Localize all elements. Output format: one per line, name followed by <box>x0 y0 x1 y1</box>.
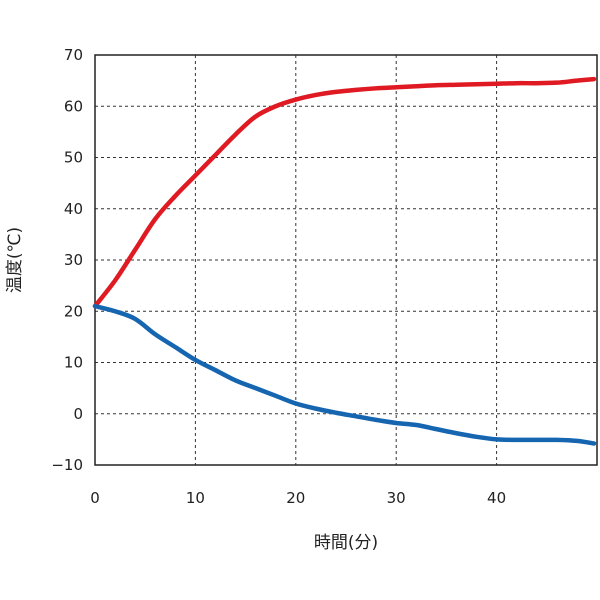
y-tick-label: 10 <box>64 354 83 372</box>
x-tick-label: 30 <box>387 489 406 507</box>
grid <box>95 55 597 465</box>
x-tick-label: 20 <box>286 489 305 507</box>
series-line-blue <box>92 303 597 446</box>
x-axis-ticks: 0 10 20 30 40 <box>90 489 506 507</box>
y-tick-label: 20 <box>64 302 83 320</box>
y-tick-label: 60 <box>64 97 83 115</box>
y-tick-label: 50 <box>64 149 83 167</box>
series-lines <box>92 76 597 446</box>
x-tick-label: 40 <box>487 489 506 507</box>
y-tick-label: 0 <box>73 405 83 423</box>
y-tick-label: 40 <box>64 200 83 218</box>
y-tick-label: 30 <box>64 251 83 269</box>
y-tick-label: 70 <box>64 46 83 64</box>
series-line-red <box>92 76 597 309</box>
y-tick-label: −10 <box>51 456 83 474</box>
x-tick-label: 0 <box>90 489 100 507</box>
y-axis-ticks: −10 0 10 20 30 40 50 60 70 <box>51 46 83 474</box>
y-axis-label: 温度(℃) <box>5 227 25 293</box>
x-axis-label: 時間(分) <box>314 533 378 553</box>
x-tick-label: 10 <box>186 489 205 507</box>
plot-area-frame <box>94 54 598 466</box>
